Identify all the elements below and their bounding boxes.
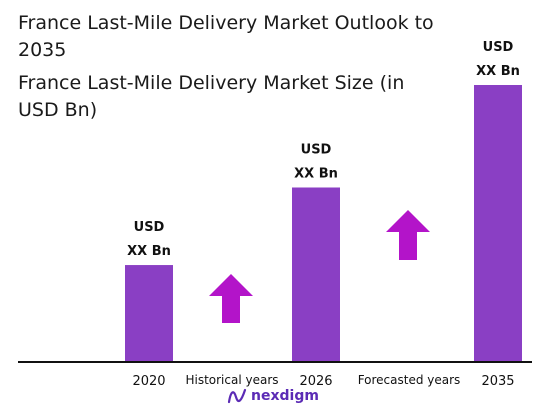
- x-tick-label: 2020: [132, 374, 165, 389]
- logo-text: nexdigm: [251, 388, 319, 404]
- nexdigm-logo-icon: [227, 388, 247, 404]
- chart-title: France Last-Mile Delivery Market Outlook…: [18, 12, 434, 61]
- x-tick-label: 2035: [481, 374, 514, 389]
- growth-arrow-icon: [386, 210, 430, 260]
- x-tick-label: 2026: [299, 374, 332, 389]
- bar-2026: [292, 187, 340, 362]
- growth-arrow-icon: [209, 274, 253, 323]
- period-annotation: Forecasted years: [358, 373, 461, 387]
- bar-2035: [474, 85, 522, 362]
- data-label: XX Bn: [476, 64, 520, 79]
- data-label: USD: [483, 40, 514, 55]
- data-label: USD: [301, 142, 332, 157]
- data-label: XX Bn: [127, 244, 171, 259]
- chart-subtitle: France Last-Mile Delivery Market Size (i…: [18, 72, 405, 121]
- data-label: USD: [134, 220, 165, 235]
- nexdigm-logo: nexdigm: [227, 387, 319, 405]
- data-label: XX Bn: [294, 166, 338, 181]
- period-annotation: Historical years: [185, 373, 278, 387]
- bar-2020: [125, 265, 173, 362]
